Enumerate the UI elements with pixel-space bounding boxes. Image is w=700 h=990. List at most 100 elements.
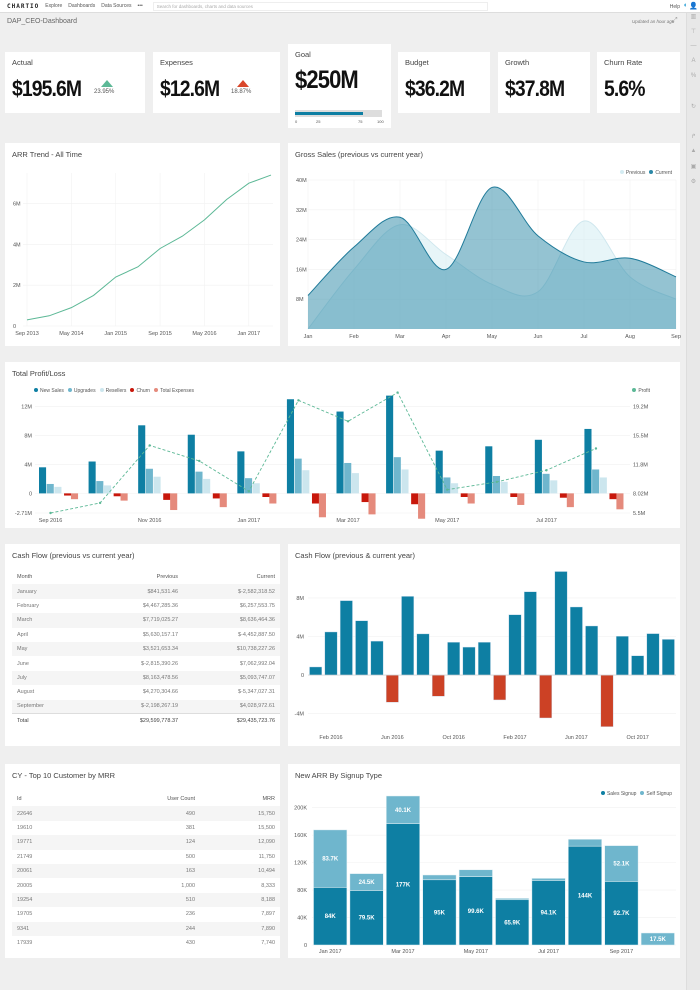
bar-resellers — [103, 485, 112, 494]
more-menu[interactable]: ••• — [137, 3, 143, 9]
bar-new-sales — [39, 467, 47, 494]
refresh-icon[interactable]: ↻ — [690, 104, 697, 110]
legend-self-signup[interactable]: Self Signup — [646, 791, 672, 797]
bar-upgrades — [344, 462, 352, 494]
column-header[interactable]: Id — [17, 796, 22, 803]
legend-current[interactable]: Current — [655, 170, 672, 176]
column-header[interactable]: Month — [17, 574, 33, 581]
table-row: 19610 381 15,500 — [12, 821, 280, 835]
arr-trend-card: ARR Trend - All Time 0 2M 4M 6M Sep 2013 May … — [5, 143, 280, 346]
bar-new-sales — [336, 411, 344, 494]
x-tick-label: Jan 2017 — [237, 331, 260, 337]
bar-upgrades — [393, 457, 401, 494]
settings-icon[interactable]: ⚙ — [690, 179, 697, 185]
y-tick-label: 0 — [304, 943, 307, 949]
kpi-label: Growth — [505, 58, 530, 67]
help-link[interactable]: Help — [669, 4, 680, 10]
table-cell: $5,093,747.07 — [239, 674, 275, 681]
chart-legend: New Sales Upgrades Resellers Churn Total Exp… — [30, 388, 194, 394]
bar-churn — [559, 493, 567, 498]
legend-item[interactable]: Churn — [136, 388, 151, 394]
chart-title: Gross Sales (previous vs current year) — [295, 150, 423, 159]
legend-profit[interactable]: Profit — [628, 388, 650, 394]
x-tick-label: Nov 2016 — [138, 518, 162, 524]
data-label: 65.9K — [504, 920, 521, 926]
x-tick-label: Jun 2017 — [565, 735, 588, 741]
expand-icon[interactable]: ⤢ — [672, 17, 678, 24]
legend-sales-signup[interactable]: Sales Signup — [606, 791, 637, 797]
y2-tick-label: 8.02M — [633, 491, 649, 497]
legend-item[interactable]: New Sales — [40, 388, 64, 394]
legend-item[interactable]: Upgrades — [73, 388, 96, 394]
x-tick-label: Jan 2017 — [319, 949, 342, 955]
data-label: 79.5K — [359, 916, 376, 922]
bar-resellers — [54, 486, 62, 494]
y-tick-label: 120K — [294, 861, 307, 867]
profit-point — [98, 501, 102, 505]
data-label: 177K — [396, 882, 411, 888]
arr-line — [26, 174, 272, 321]
camera-icon[interactable]: ▣ — [690, 164, 697, 170]
table-row: 21749 500 11,750 — [12, 850, 280, 864]
table-cell: $-2,815,390.26 — [141, 660, 179, 667]
profit-point — [297, 399, 300, 402]
cash-flow-bar — [539, 674, 553, 719]
top-customers-card: CY - Top 10 Customer by MRR Id User Count… — [5, 764, 280, 958]
bar-churn — [460, 493, 468, 497]
search-input[interactable]: Search for dashboards, charts and data s… — [152, 1, 488, 11]
column-header[interactable]: Previous — [156, 574, 179, 581]
table-row: 19254 510 8,188 — [12, 892, 280, 908]
x-tick-label: May 2017 — [435, 518, 459, 524]
link-icon[interactable]: % — [690, 73, 697, 79]
profit-point — [594, 447, 598, 450]
bar-resellers — [351, 473, 359, 494]
bar-upgrades — [96, 481, 104, 494]
nav-data-sources[interactable]: Data Sources — [101, 3, 132, 9]
chartio-logo[interactable]: CHARTIO — [7, 2, 40, 10]
user-icon[interactable]: 👤 — [689, 3, 698, 10]
notification-icon[interactable]: ◐ — [683, 2, 688, 9]
legend-item[interactable]: Resellers — [105, 388, 127, 394]
bar-new-sales — [534, 439, 542, 494]
nav-explore[interactable]: Explore — [45, 3, 63, 9]
x-tick-label: Feb 2017 — [503, 735, 526, 741]
chart-icon[interactable]: ▥ — [690, 14, 697, 20]
profit-point — [247, 490, 251, 493]
x-tick-label: Jan 2017 — [238, 518, 261, 524]
column-header[interactable]: MRR — [262, 796, 275, 803]
column-header[interactable]: Current — [256, 574, 275, 581]
x-tick-label: Mar 2017 — [336, 518, 359, 524]
nav-dashboards[interactable]: Dashboards — [68, 3, 96, 9]
bar-self-signup — [313, 829, 348, 888]
bar-resellers — [500, 481, 508, 494]
bar-total-expenses — [517, 493, 525, 505]
bar-total-expenses — [467, 493, 475, 504]
filter-icon[interactable]: ⊤ — [690, 29, 697, 35]
y-tick-label: 4M — [296, 635, 304, 641]
table-row: July $8,163,478.56 $5,093,747.07 — [12, 670, 280, 686]
legend-dot — [154, 388, 159, 392]
bar-resellers — [203, 478, 211, 494]
y-tick-label: 16M — [296, 267, 307, 273]
legend-dot — [130, 388, 135, 392]
user-icon[interactable]: ▲ — [690, 148, 697, 154]
cash-flow-bar — [493, 674, 507, 701]
column-header[interactable]: User Count — [167, 796, 196, 803]
data-label: 94.1K — [541, 911, 558, 917]
goal-progress-bar — [295, 110, 382, 117]
y-tick-label: 32M — [296, 208, 307, 214]
text-icon[interactable]: A — [691, 58, 696, 64]
x-tick-label: May 2014 — [59, 331, 83, 337]
legend-previous[interactable]: Previous — [625, 170, 646, 176]
bar-new-sales — [435, 450, 443, 494]
divider-icon[interactable]: — — [690, 43, 697, 49]
legend-item[interactable]: Total Expenses — [160, 388, 194, 394]
y-tick-label: 8M — [296, 297, 304, 303]
table-cell: 163 — [185, 868, 196, 875]
share-icon[interactable]: ↱ — [690, 134, 697, 140]
profit-point — [49, 511, 52, 515]
bar-new-sales — [386, 395, 394, 494]
bar-resellers — [153, 476, 161, 494]
table-cell: 8,188 — [261, 896, 275, 903]
x-tick-label: Oct 2017 — [627, 735, 649, 741]
